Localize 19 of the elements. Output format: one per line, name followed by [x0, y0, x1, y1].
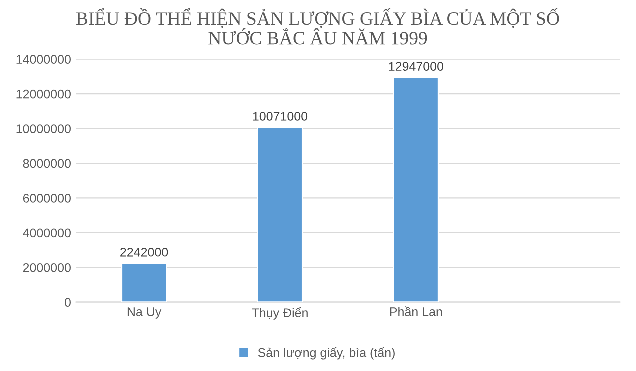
y-tick-label: 8000000 [23, 159, 71, 168]
x-tick-label: Na Uy [128, 308, 162, 319]
data-label: 10071000 [253, 112, 308, 121]
bar [121, 262, 168, 302]
y-tick-label: 4000000 [23, 228, 71, 238]
y-tick-label: 0 [64, 298, 71, 308]
data-label: 12947000 [389, 62, 444, 71]
y-tick-label: 14000000 [16, 55, 71, 64]
x-tick-label: Thụy Điển [252, 307, 308, 320]
y-tick-label: 6000000 [23, 194, 71, 203]
chart-title: BIỂU ĐỒ THỂ HIỆN SẢN LƯỢNG GIẤY BÌA CỦA MỘT SỐ NƯỚC BẮC ÂU NĂM 1999 [76, 8, 560, 45]
y-tick-label: 12000000 [16, 90, 71, 99]
bar [393, 76, 440, 302]
y-tick-label: 10000000 [16, 124, 71, 134]
data-label: 2242000 [120, 248, 168, 257]
bar [257, 126, 304, 302]
x-tick-label: Phần Lan [390, 306, 442, 316]
legend-label: Sản lượng giấy, bìa (tấn) [258, 348, 395, 360]
y-tick-label: 2000000 [23, 263, 71, 272]
